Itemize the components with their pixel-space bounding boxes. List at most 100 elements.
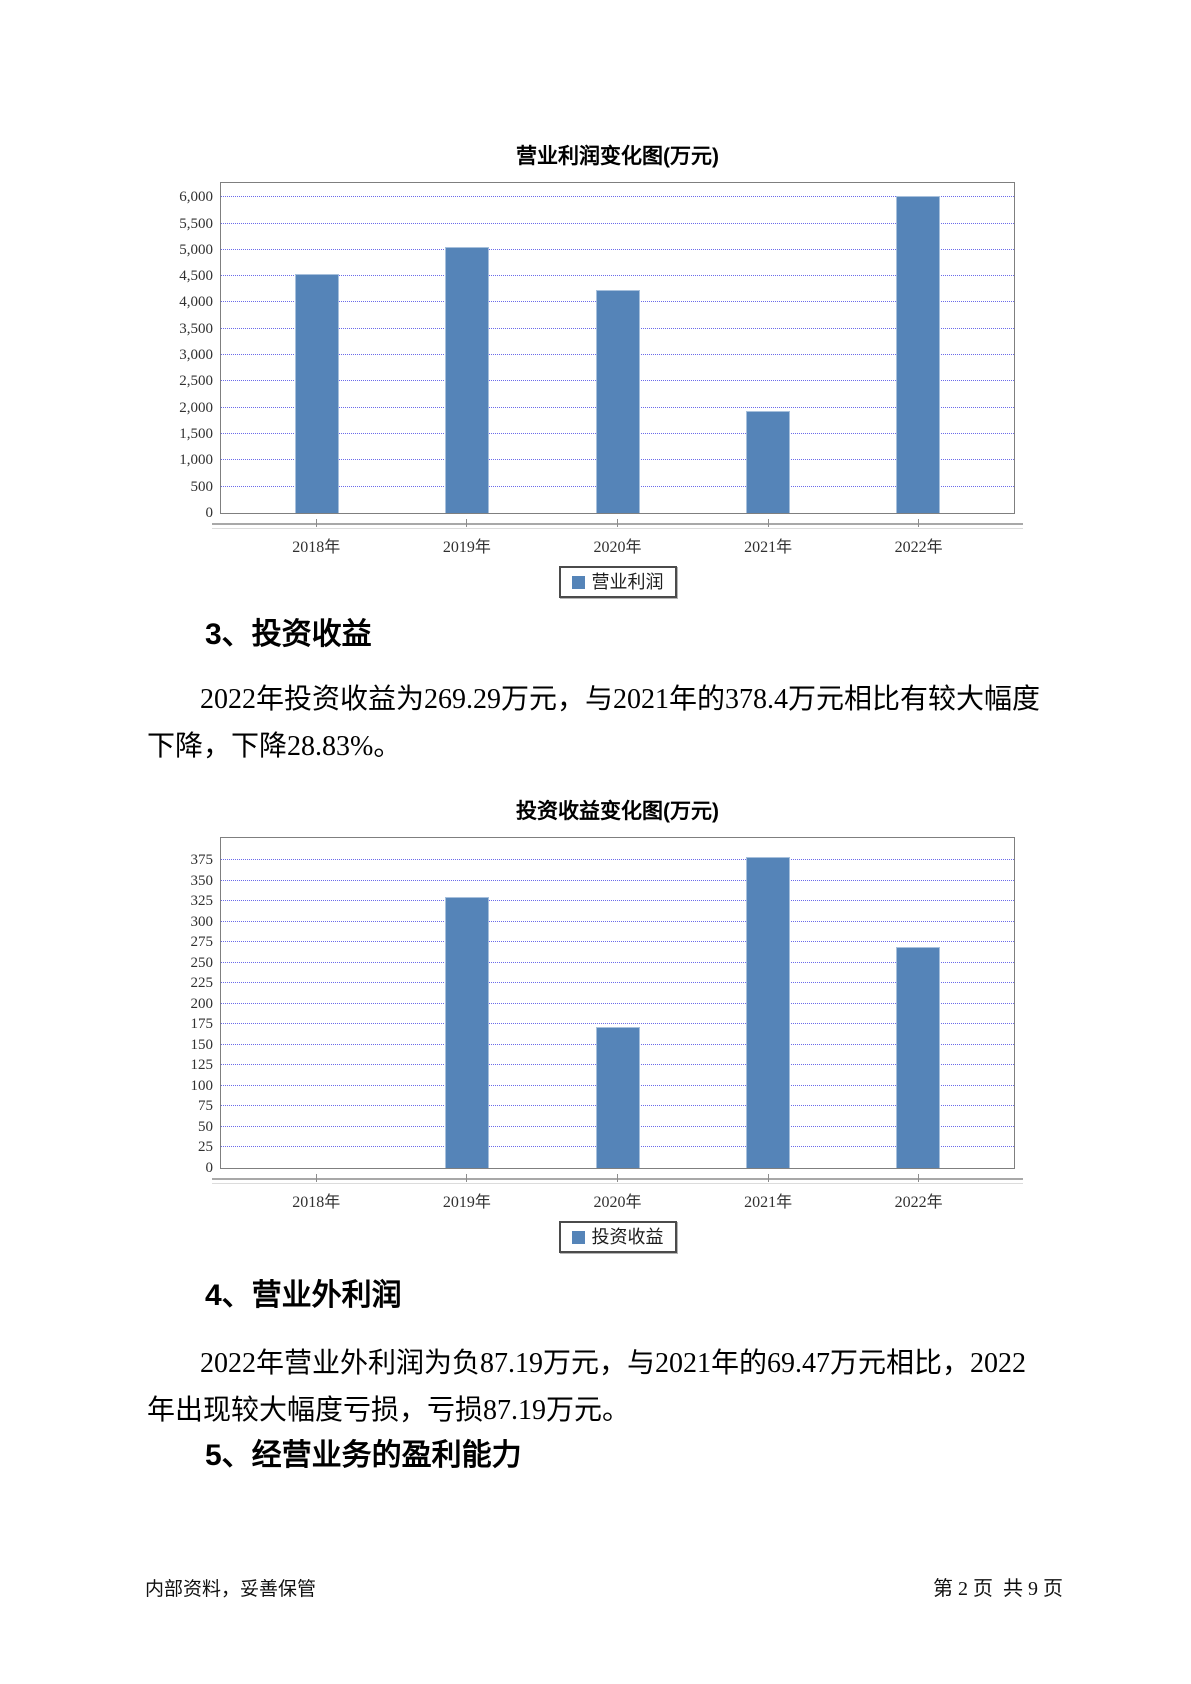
bar — [745, 857, 790, 1168]
bar-slot — [542, 838, 692, 1168]
gridline — [221, 900, 1014, 902]
y-axis-tick-label: 25 — [198, 1139, 213, 1156]
legend-label: 投资收益 — [591, 1227, 664, 1247]
x-axis-line — [212, 519, 1023, 529]
x-axis-tick — [918, 1174, 920, 1182]
legend-color-swatch — [571, 1230, 585, 1244]
x-axis-label: 2020年 — [593, 539, 642, 556]
x-axis-tick — [315, 519, 317, 527]
y-axis-tick-label: 100 — [190, 1077, 214, 1094]
y-axis-tick-label: 500 — [190, 478, 214, 495]
y-axis-tick-label: 3,500 — [179, 320, 213, 337]
bar-slot — [843, 183, 993, 513]
legend: 营业利润 — [220, 566, 1015, 598]
y-axis-tick-label: 200 — [190, 995, 214, 1012]
y-axis-tick-label: 75 — [198, 1098, 213, 1115]
x-axis-tick — [918, 519, 920, 527]
x-axis-labels: 2018年 2019年 2020年 2021年 2022年 — [220, 533, 1015, 557]
bar — [445, 897, 490, 1168]
legend: 投资收益 — [220, 1221, 1015, 1253]
y-axis-labels: 0 25 50 75 100 125 150 175 200 225 250 275 300 325 350… — [143, 838, 214, 1176]
x-axis-label: 2022年 — [894, 539, 943, 556]
y-axis-tick-label: 0 — [205, 505, 214, 521]
y-axis-tick-label: 4,000 — [179, 294, 213, 311]
paragraph-non-operating-profit: 2022年营业外利润为负87.19万元，与2021年的69.47万元相比，202… — [147, 1348, 1027, 1426]
tick-slot — [392, 1174, 543, 1182]
y-axis-tick-label: 350 — [190, 872, 214, 889]
bar-slot — [392, 838, 542, 1168]
y-axis-tick-label: 0 — [205, 1160, 214, 1176]
bar-slot — [843, 838, 993, 1168]
x-axis-line — [212, 1174, 1023, 1184]
tick-slot — [542, 519, 693, 527]
y-axis-tick-label: 50 — [198, 1118, 213, 1135]
y-axis-tick-label: 1,000 — [179, 452, 213, 469]
x-axis-tick — [466, 1174, 468, 1182]
footer-page-number: 第 2 页 共 9 页 — [933, 1578, 1063, 1600]
bar-slot — [242, 183, 392, 513]
bar-slot — [693, 838, 843, 1168]
bars-row — [221, 183, 1014, 513]
bar-slot — [542, 183, 692, 513]
bar — [895, 946, 940, 1168]
tick-slot — [693, 1174, 844, 1182]
y-axis-tick-label: 5,000 — [179, 241, 213, 258]
x-axis-label: 2018年 — [292, 1194, 341, 1211]
bar — [295, 274, 340, 513]
x-axis-tick — [315, 1174, 317, 1182]
x-axis-tick — [616, 1174, 618, 1182]
gridline — [221, 859, 1014, 861]
legend-label: 营业利润 — [591, 572, 664, 592]
paragraph-investment-income: 2022年投资收益为269.29万元，与2021年的378.4万元相比有较大幅度… — [147, 684, 1041, 762]
x-axis-ticks — [241, 1174, 994, 1182]
chart-title: 投资收益变化图(万元) — [516, 800, 719, 823]
tick-slot — [392, 519, 543, 527]
tick-slot — [542, 1174, 693, 1182]
x-axis-label: 2019年 — [442, 539, 491, 556]
y-axis-tick-label: 375 — [190, 852, 214, 869]
x-axis-label: 2020年 — [593, 1194, 642, 1211]
bar-slot — [693, 183, 843, 513]
bar-slot — [392, 183, 542, 513]
gridline — [221, 920, 1014, 922]
operating-profit-chart: 营业利润变化图(万元) 0 500 1,000 1,500 2,000 2,500 3,000… — [164, 143, 1023, 598]
x-axis-labels: 2018年 2019年 2020年 2021年 2022年 — [220, 1188, 1015, 1212]
y-axis-tick-label: 2,500 — [179, 373, 213, 390]
x-axis-label: 2019年 — [442, 1194, 491, 1211]
plot-area: 0 500 1,000 1,500 2,000 2,500 3,000 3,500 4,000 4… — [179, 182, 1015, 521]
section-heading-profitability: 5、经营业务的盈利能力 — [205, 1439, 522, 1472]
gridline — [221, 222, 1014, 224]
tick-slot — [843, 1174, 994, 1182]
x-axis-label: 2018年 — [292, 539, 341, 556]
x-axis-tick — [616, 519, 618, 527]
bar — [595, 1026, 640, 1168]
tick-slot — [693, 519, 844, 527]
footer-confidential-note: 内部资料，妥善保管 — [145, 1579, 317, 1600]
tick-slot — [241, 519, 392, 527]
bar-slot — [242, 838, 392, 1168]
gridline — [221, 1002, 1014, 1004]
chart-body: 0 500 1,000 1,500 2,000 2,500 3,000 3,500 4,000 4… — [179, 182, 1023, 598]
gridline — [221, 275, 1014, 277]
section-heading-investment-income: 3、投资收益 — [205, 618, 372, 651]
x-axis-tick — [767, 519, 769, 527]
y-axis-tick-label: 225 — [190, 975, 214, 992]
y-axis-tick-label: 250 — [190, 954, 214, 971]
legend-box: 营业利润 — [558, 566, 677, 598]
gridline — [221, 941, 1014, 943]
bar — [745, 411, 790, 513]
y-axis-tick-label: 4,500 — [179, 268, 213, 285]
tick-slot — [843, 519, 994, 527]
legend-box: 投资收益 — [558, 1221, 677, 1253]
x-axis-label: 2022年 — [894, 1194, 943, 1211]
bar — [595, 289, 640, 513]
bars-row — [221, 838, 1014, 1168]
chart-body: 0 25 50 75 100 125 150 175 200 225 250 275 300 325 350… — [191, 837, 1023, 1253]
gridline — [221, 248, 1014, 250]
y-axis-tick-label: 3,000 — [179, 347, 213, 364]
y-axis-tick-label: 1,500 — [179, 426, 213, 443]
section-heading-non-operating-profit: 4、营业外利润 — [205, 1279, 402, 1312]
y-axis-tick-label: 150 — [190, 1036, 214, 1053]
plot-area: 0 25 50 75 100 125 150 175 200 225 250 275 300 325 350… — [191, 837, 1015, 1176]
